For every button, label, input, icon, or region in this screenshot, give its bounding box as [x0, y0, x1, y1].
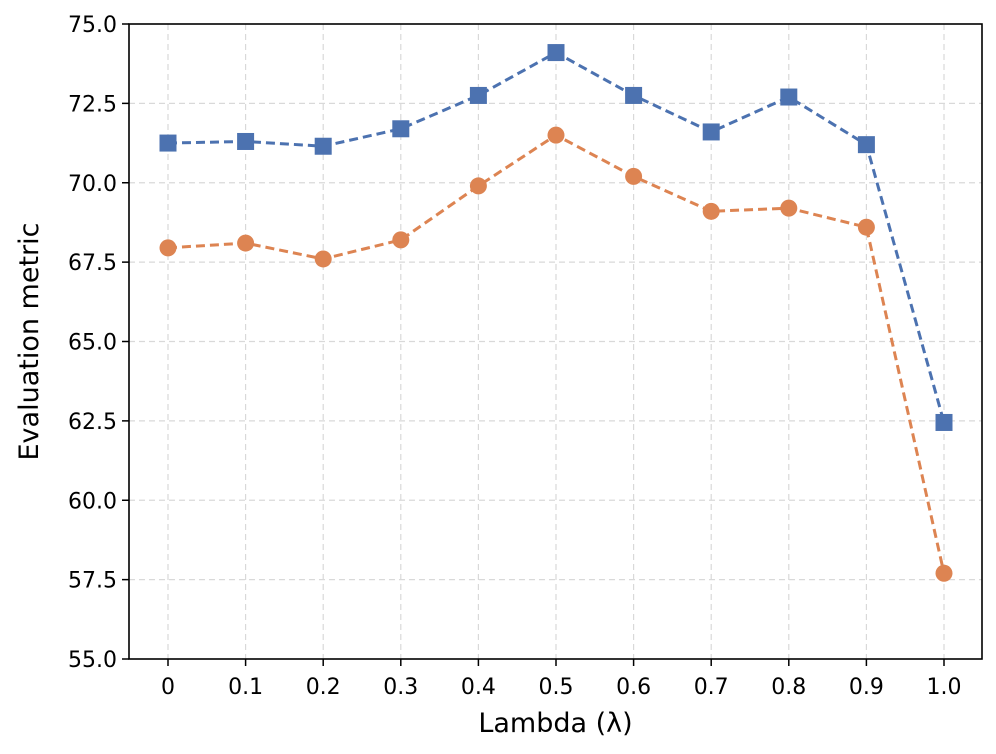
series-circle-point	[625, 167, 643, 185]
y-tick-label: 55.0	[68, 648, 117, 673]
x-tick-label: 0.3	[383, 675, 418, 700]
series-square-point	[547, 44, 565, 62]
series-square-point	[702, 123, 720, 141]
x-axis-title: Lambda (λ)	[478, 708, 632, 739]
x-tick-label: 0.1	[228, 675, 263, 700]
y-tick-label: 57.5	[68, 569, 117, 594]
series-circle-point	[237, 234, 255, 252]
y-tick-label: 72.5	[68, 92, 117, 117]
series-circle-point	[392, 231, 410, 249]
series-circle-point	[935, 564, 953, 582]
series-circle-point	[159, 239, 177, 257]
x-tick-label: 0.9	[849, 675, 884, 700]
series-square-point	[469, 86, 487, 104]
x-tick-label: 0.4	[461, 675, 496, 700]
x-tick-label: 0.2	[306, 675, 341, 700]
grid	[129, 24, 982, 659]
y-tick-label: 65.0	[68, 331, 117, 356]
series-square-point	[935, 413, 953, 431]
series-square-point	[159, 134, 177, 152]
series-circle-point	[780, 199, 798, 217]
series-square	[159, 44, 953, 431]
x-tick-label: 0	[161, 675, 175, 700]
series-circle-point	[469, 177, 487, 195]
y-tick-label: 60.0	[68, 489, 117, 514]
y-tick-label: 67.5	[68, 251, 117, 276]
x-tick-label: 1.0	[927, 675, 962, 700]
series-circle-point	[314, 250, 332, 268]
y-tick-label: 70.0	[68, 172, 117, 197]
y-tick-label: 62.5	[68, 410, 117, 435]
x-tick-label: 0.7	[694, 675, 729, 700]
x-tick-label: 0.6	[616, 675, 651, 700]
axis-ticks: 0 0.1 0.2 0.3 0.4 0.5 0.6 0.7 0.8 0.9 1.0 55.0 57.5 6…	[68, 13, 961, 700]
series-square-point	[392, 120, 410, 138]
series-square-point	[314, 137, 332, 155]
series-square-point	[237, 132, 255, 150]
series-layer	[159, 44, 953, 582]
series-circle-point	[857, 218, 875, 236]
y-tick-label: 75.0	[68, 13, 117, 38]
series-square-point	[625, 86, 643, 104]
y-axis-title: Evaluation metric	[14, 223, 45, 461]
series-square-point	[780, 88, 798, 106]
series-circle-point	[547, 126, 565, 144]
series-circle-point	[702, 202, 720, 220]
x-tick-label: 0.8	[771, 675, 806, 700]
series-circle	[159, 126, 953, 582]
x-tick-label: 0.5	[539, 675, 574, 700]
series-square-point	[857, 136, 875, 154]
